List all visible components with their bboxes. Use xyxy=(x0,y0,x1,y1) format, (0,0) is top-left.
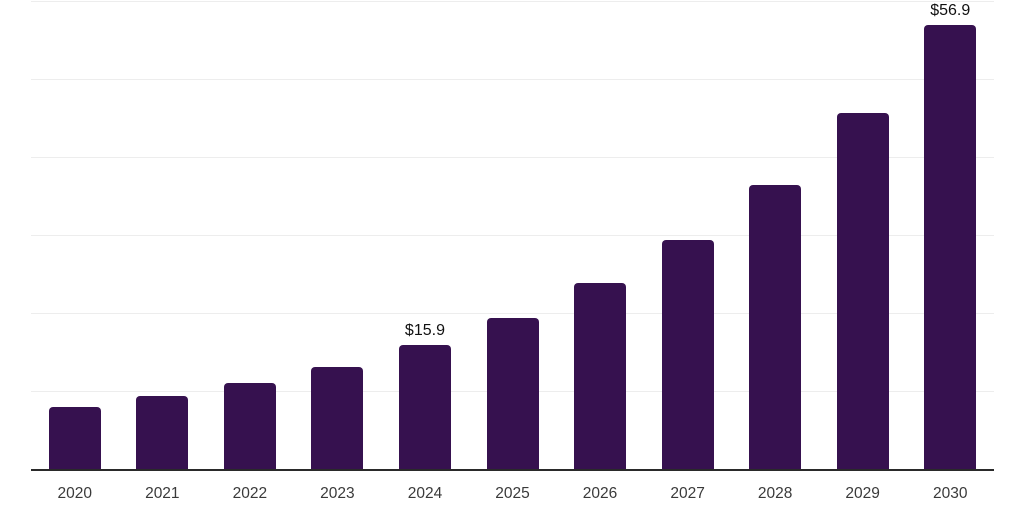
gridline xyxy=(31,157,994,158)
x-axis-tick-label: 2029 xyxy=(845,485,880,502)
bar-2022 xyxy=(223,383,276,469)
x-axis-tick-label: 2022 xyxy=(232,485,268,502)
x-axis-tick-label: 2030 xyxy=(932,485,968,502)
bar-2024 xyxy=(398,345,451,469)
gridline xyxy=(31,1,994,2)
x-axis-tick-label: 2026 xyxy=(582,485,618,502)
x-axis-tick-label: 2021 xyxy=(145,485,180,502)
bar-2026 xyxy=(574,283,627,469)
bar-2025 xyxy=(486,318,539,469)
x-axis-tick-label: 2024 xyxy=(407,485,443,502)
gridline xyxy=(31,313,994,314)
bar-2028 xyxy=(749,185,802,469)
x-axis-line xyxy=(31,469,994,471)
gridline xyxy=(31,79,994,80)
bar-2027 xyxy=(661,240,714,469)
bar-value-label: $15.9 xyxy=(404,322,445,339)
gridline xyxy=(31,235,994,236)
bar-2030 xyxy=(924,25,977,469)
x-axis-tick-label: 2028 xyxy=(757,485,793,502)
bar-value-label: $56.9 xyxy=(930,2,971,19)
x-axis-tick-label: 2025 xyxy=(495,485,530,502)
x-axis-tick-label: 2020 xyxy=(57,485,93,502)
bar-2029 xyxy=(836,113,889,469)
bar-2023 xyxy=(311,367,364,469)
x-axis-tick-label: 2023 xyxy=(320,485,355,502)
bar-2020 xyxy=(48,407,101,469)
x-axis-tick-label: 2027 xyxy=(670,485,705,502)
bar-2021 xyxy=(136,396,189,469)
